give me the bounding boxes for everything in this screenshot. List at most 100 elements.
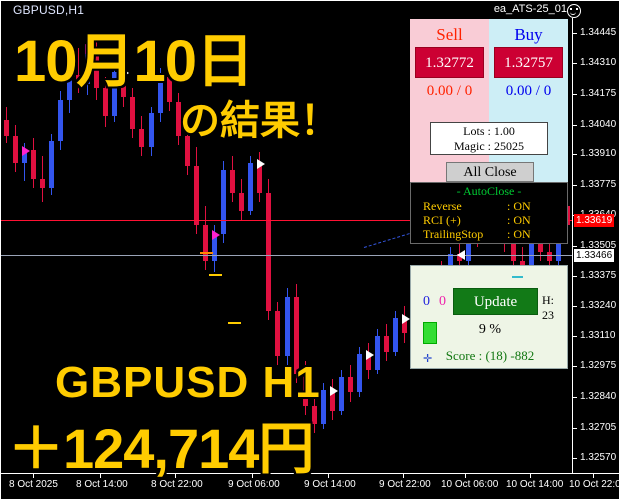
time-tick-label: 9 Oct 22:00 <box>379 479 431 490</box>
price-tick <box>573 336 577 337</box>
candle-body <box>330 390 335 411</box>
autoclose-row-rci[interactable]: RCI (+): ON <box>411 213 567 227</box>
price-tick <box>573 94 577 95</box>
overlay-result-text: の結果！ <box>180 99 340 143</box>
buy-lots-positions: 0.00 / 0 <box>505 83 552 99</box>
time-tick <box>403 474 404 478</box>
buy-price-button[interactable]: 1.32757 <box>494 47 563 78</box>
price-tick-label: 1.33375 <box>580 270 617 281</box>
bid-price-badge: 1.33466 <box>574 249 615 262</box>
price-tick <box>573 154 577 155</box>
candle-body <box>130 97 135 129</box>
sell-label: Sell <box>436 25 463 44</box>
time-tick-label: 9 Oct 06:00 <box>228 479 280 490</box>
candle-body <box>194 166 199 225</box>
candle-body <box>221 170 226 234</box>
candle-body <box>348 377 353 392</box>
candle-body <box>13 136 18 163</box>
candle-body <box>31 150 36 179</box>
price-scale[interactable]: 1.34445 1.34310 1.34175 1.34040 1.33910 1.337… <box>572 18 619 473</box>
order-level-tick <box>209 274 222 276</box>
time-scale[interactable]: 8 Oct 2025 8 Oct 14:00 8 Oct 22:00 9 Oct 06… <box>1 473 620 499</box>
buy-label: Buy <box>514 25 543 44</box>
price-tick-label: 1.34445 <box>580 27 617 38</box>
price-tick-label: 1.34310 <box>580 57 617 68</box>
percent-label: 9 % <box>478 322 502 337</box>
candle-body <box>257 163 262 193</box>
price-level-line[interactable] <box>1 220 572 221</box>
candle-body <box>85 48 90 84</box>
candle-body <box>67 75 72 100</box>
update-button[interactable]: Update <box>453 288 538 315</box>
autoclose-key-trailingstop: TrailingStop <box>423 227 484 241</box>
candle-body <box>511 243 516 261</box>
candle-body <box>393 318 398 352</box>
candle-body <box>4 120 9 136</box>
price-tick <box>573 397 577 398</box>
candle-body <box>185 136 190 166</box>
score-label: Score : (18) -882 <box>445 348 535 363</box>
autoclose-row-reverse[interactable]: Reverse : ON <box>411 199 567 213</box>
overlay-date-text: 10月10日 <box>14 29 254 94</box>
time-tick <box>593 474 594 478</box>
price-tick <box>573 458 577 459</box>
overlay-pair-text: GBPUSD H1 <box>55 358 321 407</box>
time-tick <box>175 474 176 478</box>
lots-value: Lots : 1.00 <box>463 124 515 138</box>
update-score-panel: 0 0 Update H: 23 9 % ✛ Score : (18) -882 <box>410 265 568 369</box>
candle-body <box>230 170 235 193</box>
price-tick-label: 1.32840 <box>580 391 617 402</box>
signal-arrow-icon <box>457 250 465 260</box>
time-tick-label: 8 Oct 14:00 <box>76 479 128 490</box>
time-tick-label: 8 Oct 22:00 <box>151 479 203 490</box>
candle-body <box>294 297 299 374</box>
signal-arrow-icon <box>85 44 93 54</box>
counter-magenta: 0 <box>439 294 446 309</box>
price-tick <box>573 276 577 277</box>
candle-body <box>212 234 217 261</box>
autoclose-val-trailingstop: : ON <box>507 227 531 241</box>
sell-lots-positions: 0.00 / 0 <box>426 83 473 99</box>
candle-body <box>466 231 471 261</box>
candle-body <box>538 240 543 252</box>
candle-body <box>312 406 317 424</box>
candle-body <box>384 336 389 352</box>
candle-wick <box>78 48 79 93</box>
candle-body <box>76 75 81 84</box>
signal-arrow-icon <box>402 314 410 324</box>
autoclose-panel: - AutoClose - Reverse : ON RCI (+): ON Tr… <box>410 182 568 244</box>
price-tick <box>573 63 577 64</box>
price-level-line[interactable] <box>1 255 572 256</box>
title-bar: GBPUSD,H1 ea_ATS-25_01 <box>1 1 619 18</box>
ask-price-badge: 1.33619 <box>574 214 615 227</box>
time-tick-label: 9 Oct 14:00 <box>304 479 356 490</box>
price-tick-label: 1.33775 <box>580 179 617 190</box>
autoclose-row-trailingstop[interactable]: TrailingStop : ON <box>411 227 567 241</box>
signal-arrow-icon <box>212 230 220 240</box>
time-tick <box>465 474 466 478</box>
magic-value: Magic : 25025 <box>454 139 524 153</box>
autoclose-title: - AutoClose - <box>456 184 522 198</box>
candle-body <box>266 193 271 311</box>
signal-arrow-icon <box>366 350 374 360</box>
candle-body <box>58 100 63 141</box>
time-tick-label: 8 Oct 2025 <box>9 479 58 490</box>
plus-marker-icon: ✛ <box>423 353 433 365</box>
order-level-tick <box>228 322 241 324</box>
price-tick <box>573 185 577 186</box>
signal-arrow-icon <box>121 68 129 78</box>
all-close-button[interactable]: All Close <box>446 162 534 182</box>
price-tick-label: 1.32570 <box>580 452 617 463</box>
price-tick <box>573 306 577 307</box>
autoclose-key-reverse: Reverse <box>423 199 462 213</box>
price-tick-label: 1.34040 <box>580 119 617 130</box>
candle-body <box>303 374 308 406</box>
sell-price-button[interactable]: 1.32772 <box>415 47 484 78</box>
candle-body <box>203 225 208 261</box>
time-tick <box>328 474 329 478</box>
candle-body <box>139 129 144 147</box>
signal-arrow-icon <box>257 159 265 169</box>
buy-side-panel: Buy 1.32757 0.00 / 0 <box>489 19 568 182</box>
autoclose-val-reverse: : ON <box>507 199 531 213</box>
